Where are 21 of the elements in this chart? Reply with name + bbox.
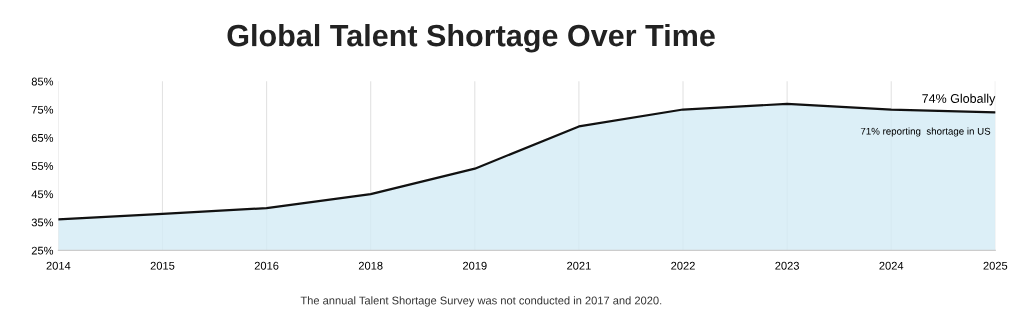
annotation: 71% reporting shortage in US <box>860 127 991 137</box>
x-tick-label: 2019 <box>463 261 487 270</box>
chart-title: Global Talent Shortage Over Time <box>227 23 715 53</box>
text: The annual Talent Shortage Survey was not conducted in 2017 and 2020. <box>300 296 662 307</box>
y-tick-label: 85% <box>31 77 54 86</box>
y-tick-label: 45% <box>31 190 54 199</box>
annotation: 74% Globally <box>922 93 996 106</box>
y-tick-label: 55% <box>31 162 54 171</box>
y-tick-label: 65% <box>31 133 54 142</box>
x-tick-label: 2016 <box>254 261 279 270</box>
x-tick-label: 2021 <box>567 261 591 270</box>
x-tick-label: 2014 <box>46 261 71 270</box>
x-tick-label: 2018 <box>358 261 383 270</box>
y-tick-label: 75% <box>31 105 54 114</box>
y-tick-label: 35% <box>31 218 54 227</box>
x-tick-label: 2022 <box>671 261 695 270</box>
x-tick-label: 2024 <box>879 261 904 270</box>
x-tick-label: 2023 <box>775 261 799 270</box>
y-tick-label: 25% <box>31 246 54 255</box>
x-tick-label: 2025 <box>983 261 1008 270</box>
x-tick-label: 2015 <box>150 261 175 270</box>
